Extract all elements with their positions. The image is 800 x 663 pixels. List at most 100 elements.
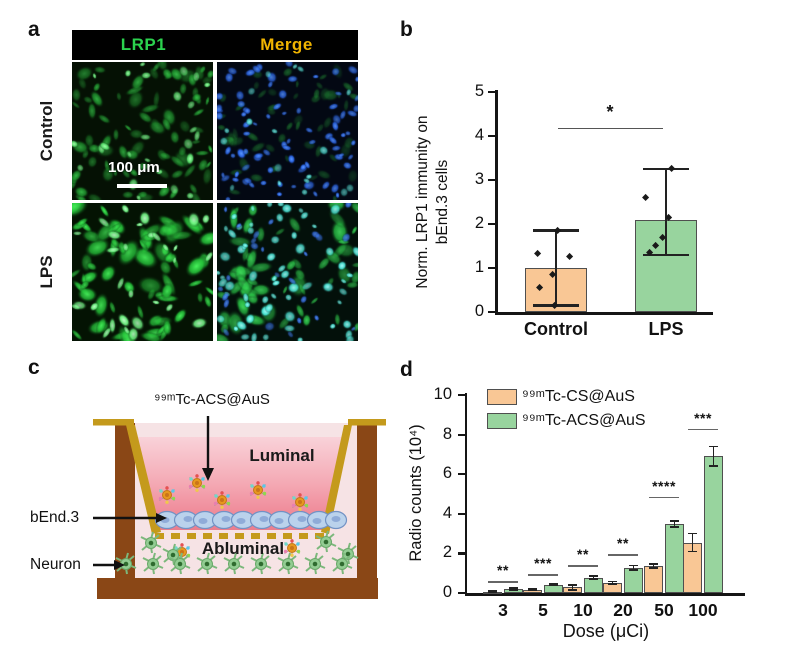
d-y-tick xyxy=(457,433,465,436)
b-y-tick-label: 3 xyxy=(474,170,484,188)
b-x-category-control: Control xyxy=(524,319,588,339)
d-error-cap-top xyxy=(670,519,679,522)
d-legend-row-cs: ⁹⁹ᵐTc-CS@AuS xyxy=(487,388,646,406)
b-y-tick-label: 5 xyxy=(474,82,484,100)
row-label-control: Control xyxy=(37,100,56,162)
b-data-point xyxy=(642,193,650,202)
d-bar-20-acs xyxy=(624,567,643,593)
d-y-tick-label: 2 xyxy=(442,543,452,562)
panel-a-header: LRP1 Merge xyxy=(72,30,358,60)
d-error-cap-bottom xyxy=(649,566,658,569)
d-error-cap-bottom xyxy=(688,550,697,553)
d-bar-50-acs xyxy=(665,523,684,593)
d-x-category-3: 3 xyxy=(498,600,508,620)
insert-right-wall xyxy=(321,425,352,534)
b-y-tick-label: 0 xyxy=(474,302,484,320)
d-legend: ⁹⁹ᵐTc-CS@AuS ⁹⁹ᵐTc-ACS@AuS xyxy=(487,388,646,430)
arrowhead-right-icon xyxy=(114,560,125,570)
luminal-fluid xyxy=(133,437,345,530)
d-y-axis-label: Radio counts (10⁴) xyxy=(407,424,425,562)
insert-left-flange xyxy=(93,419,134,426)
d-x-axis xyxy=(464,593,745,596)
d-y-tick xyxy=(457,552,465,555)
bend3-label: bEnd.3 xyxy=(30,509,80,526)
d-significance-line xyxy=(528,574,558,576)
d-bar-100-acs xyxy=(704,456,723,593)
d-error-cap-top xyxy=(549,582,558,585)
d-error-line xyxy=(673,520,676,527)
d-y-tick xyxy=(457,512,465,515)
d-x-category-50: 50 xyxy=(654,600,674,620)
transwell-diagram: Luminal Abluminal xyxy=(93,416,386,599)
d-error-cap-bottom xyxy=(670,525,679,528)
d-error-line xyxy=(571,584,574,591)
arrowhead-down-icon xyxy=(202,468,214,481)
b-y-tick xyxy=(488,179,495,182)
d-significance-stars: *** xyxy=(534,555,552,572)
b-y-axis xyxy=(495,90,498,314)
d-significance-stars: **** xyxy=(652,477,676,494)
d-error-cap-top xyxy=(528,588,537,591)
d-legend-row-acs: ⁹⁹ᵐTc-ACS@AuS xyxy=(487,412,646,430)
d-error-line xyxy=(691,533,694,552)
panel-c-letter: c xyxy=(28,356,40,379)
d-error-cap-top xyxy=(688,532,697,535)
d-legend-label-cs: ⁹⁹ᵐTc-CS@AuS xyxy=(522,388,635,405)
d-error-line xyxy=(712,446,715,467)
d-significance-line xyxy=(568,565,598,567)
b-data-point xyxy=(668,165,676,173)
b-y-tick xyxy=(488,311,495,314)
b-error-line xyxy=(555,230,557,306)
d-error-cap-top xyxy=(608,580,617,583)
d-error-line xyxy=(611,581,614,584)
d-error-cap-bottom xyxy=(568,589,577,591)
d-significance-line xyxy=(649,496,679,499)
d-y-tick-label: 10 xyxy=(433,385,452,403)
d-error-cap-top xyxy=(709,445,718,448)
d-legend-swatch-acs xyxy=(487,413,517,429)
d-y-tick-label: 6 xyxy=(442,464,452,483)
row-label-lps: LPS xyxy=(37,255,56,289)
d-y-axis xyxy=(464,393,467,595)
d-significance-line xyxy=(688,428,718,431)
d-legend-swatch-cs xyxy=(487,389,517,405)
d-x-category-10: 10 xyxy=(573,600,593,620)
b-data-point xyxy=(534,250,542,258)
scale-bar xyxy=(117,184,167,188)
d-y-tick xyxy=(457,394,465,397)
d-significance-stars: ** xyxy=(497,562,509,579)
d-legend-label-acs: ⁹⁹ᵐTc-ACS@AuS xyxy=(522,412,646,429)
bend3-cell-layer xyxy=(154,510,348,530)
panel-a-header-lrp1: LRP1 xyxy=(120,35,167,54)
micrograph-control-lrp1 xyxy=(72,62,213,200)
d-y-tick xyxy=(457,473,465,476)
panel-b-letter: b xyxy=(400,18,413,41)
micrograph-lps-lrp1 xyxy=(72,203,213,341)
d-bar-10-acs xyxy=(584,577,603,593)
d-bar-50-cs xyxy=(644,565,663,593)
well-left-post xyxy=(115,423,135,580)
b-y-tick xyxy=(488,91,495,94)
d-x-category-5: 5 xyxy=(538,600,548,620)
d-error-cap-top xyxy=(589,575,598,578)
b-error-line xyxy=(665,169,667,255)
insert-right-flange xyxy=(348,419,386,426)
d-error-cap-bottom xyxy=(528,589,537,592)
d-error-cap-bottom xyxy=(509,588,518,591)
b-error-cap-top xyxy=(643,167,689,171)
annotation-arrows xyxy=(93,416,210,567)
d-error-cap-bottom xyxy=(488,591,497,594)
d-error-line xyxy=(592,576,595,579)
b-x-category-lps: LPS xyxy=(648,319,684,339)
d-error-cap-bottom xyxy=(549,584,558,587)
panel-b-chart: Norm. LRP1 immunity on bEnd.3 cells 0 1 2 3… xyxy=(398,18,792,358)
d-x-category-20: 20 xyxy=(613,600,633,620)
nanoparticle-title-label: ⁹⁹ᵐTc-ACS@AuS xyxy=(154,391,270,408)
d-significance-stars: ** xyxy=(577,546,589,563)
arrowhead-right-icon xyxy=(156,513,167,523)
d-error-cap-top xyxy=(568,583,577,586)
b-y-axis-label-line1: Norm. LRP1 immunity on xyxy=(414,115,431,289)
micrograph-lps-merge xyxy=(217,203,358,341)
d-error-cap-bottom xyxy=(608,582,617,585)
